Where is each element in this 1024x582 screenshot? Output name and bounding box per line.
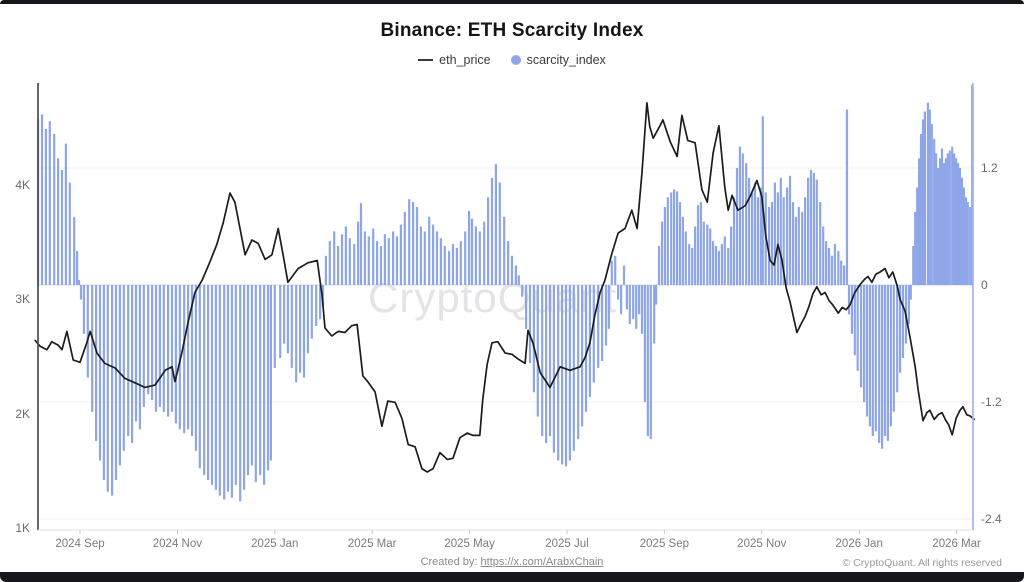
creator-link[interactable]: https://x.com/ArabxChain bbox=[480, 556, 604, 568]
time-axis-label: 2024 Nov bbox=[152, 538, 202, 550]
time-axis-label: 2025 Mar bbox=[347, 538, 397, 550]
dot-series-swatch bbox=[510, 55, 521, 65]
line-series-swatch bbox=[418, 59, 434, 61]
scarcity-index-bars bbox=[37, 85, 974, 502]
time-axis-label: 2025 Jul bbox=[545, 538, 589, 550]
created-by-note: Created by: https://x.com/ArabxChain bbox=[0, 556, 1024, 568]
chart-title: Binance: ETH Scarcity Index bbox=[380, 20, 644, 41]
bottom-letterbox-bar bbox=[0, 572, 1024, 582]
index-axis-label: 0 bbox=[981, 278, 988, 292]
chart-legend: eth_price scarcity_index bbox=[0, 53, 1024, 67]
time-axis-label: 2025 May bbox=[444, 538, 495, 550]
price-axis-label: 4K bbox=[15, 178, 30, 193]
legend-label-eth-price: eth_price bbox=[439, 53, 491, 67]
time-axis-label: 2025 Sep bbox=[639, 538, 690, 550]
index-axis-label: 1.2 bbox=[981, 161, 998, 175]
time-axis-label: 2026 Jan bbox=[835, 538, 883, 550]
created-by-label: Created by: bbox=[420, 556, 478, 568]
time-axis-label: 2025 Jan bbox=[251, 538, 299, 550]
legend-label-scarcity-index: scarcity_index bbox=[526, 53, 606, 67]
eth-price-line bbox=[34, 101, 975, 473]
top-letterbox-bar bbox=[0, 0, 1024, 4]
index-axis-label: -1.2 bbox=[981, 395, 1002, 409]
price-axis-label: 2K bbox=[15, 406, 30, 421]
price-axis-label: 3K bbox=[15, 292, 30, 307]
price-axis-label: 1K bbox=[15, 521, 30, 535]
index-axis-label: -2.4 bbox=[981, 512, 1002, 526]
gridlines bbox=[38, 167, 973, 520]
x-axis-tick-marks bbox=[79, 530, 958, 534]
legend-item-eth-price[interactable]: eth_price bbox=[418, 53, 491, 67]
copyright-notice: © CryptoQuant. All rights reserved bbox=[842, 557, 1002, 569]
time-axis-label: 2025 Nov bbox=[737, 538, 787, 550]
time-axis-label: 2026 Mar bbox=[932, 538, 981, 550]
legend-item-scarcity-index[interactable]: scarcity_index bbox=[510, 53, 606, 67]
time-axis-label: 2024 Sep bbox=[55, 538, 105, 550]
